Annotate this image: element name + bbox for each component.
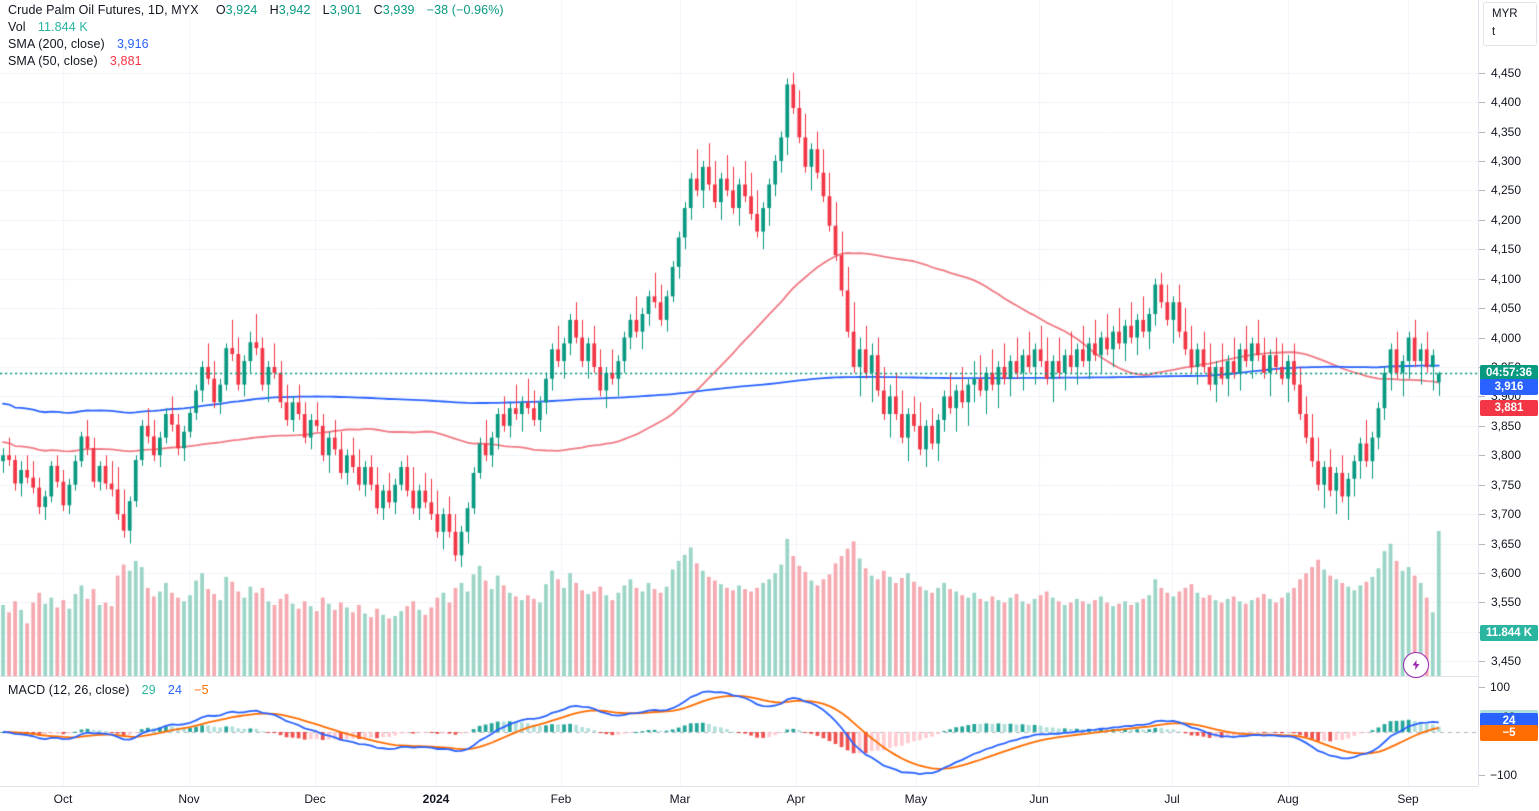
time-tick-label: Sep [1397,792,1419,806]
price-tick-dash [1479,455,1485,456]
price-tick-dash [1479,396,1485,397]
price-tick-label: 3,850 [1491,418,1522,433]
price-tick-dash [1479,132,1485,133]
price-tick-dash [1479,544,1485,545]
price-tick-dash [1479,249,1485,250]
macd-pane[interactable] [0,676,1478,786]
macd-axis-badge-signal[interactable]: −5 [1480,725,1538,742]
ohlc-high-label: H [269,3,279,17]
price-axis-badge-countdown[interactable]: 04:57:36 [1480,365,1538,382]
time-tick-label: 2024 [422,792,450,806]
macd-legend-label: MACD (12, 26, close) [8,683,130,697]
price-tick-label: 4,300 [1491,153,1522,168]
time-tick-label: Aug [1277,792,1299,806]
current-price-line [0,0,1478,676]
time-axis[interactable]: Oct Nov Dec 2024 Feb Mar Apr May Jun Jul Aug Sep [0,786,1478,811]
macd-legend[interactable]: MACD (12, 26, close) 29 24 −5 [8,682,209,699]
sma50-legend-label: SMA (50, close) [8,54,98,68]
macd-tick-label: −100 [1490,767,1518,782]
ohlc-high-value: 3,942 [278,3,311,17]
time-tick-label: Oct [53,792,73,806]
price-tick-label: 3,600 [1491,565,1522,580]
price-tick-label: 3,550 [1491,595,1522,610]
ohlc-low-label: L [322,3,330,17]
price-tick-dash [1479,220,1485,221]
volume-legend-label: Vol [8,20,26,34]
price-axis-badge-sma200[interactable]: 3,916 [1480,378,1538,395]
price-tick-label: 3,750 [1491,477,1522,492]
sma50-legend-value: 3,881 [109,54,142,68]
price-tick-dash [1479,661,1485,662]
price-tick-dash [1479,338,1485,339]
currency-unit-box[interactable]: MYR t [1483,2,1537,46]
price-axis-badge-volume[interactable]: 11.844 K [1480,625,1538,642]
price-tick-dash [1479,190,1485,191]
time-tick-label: Nov [178,792,200,806]
macd-signal-value: −5 [194,683,209,697]
price-change-value: −38 (−0.96%) [426,3,504,17]
price-tick-label: 4,150 [1491,242,1522,257]
macd-tick-label: 100 [1490,680,1511,695]
time-tick-label: Mar [669,792,691,806]
macd-tick-dash [1479,687,1485,688]
sma200-legend-value: 3,916 [116,37,149,51]
macd-lines [0,676,1478,786]
macd-legend-row[interactable]: MACD (12, 26, close) 29 24 −5 [8,682,209,699]
price-tick-dash [1479,514,1485,515]
sma200-legend-row[interactable]: SMA (200, close) 3,916 [8,36,504,53]
ohlc-close-value: 3,939 [382,3,415,17]
price-tick-label: 3,650 [1491,536,1522,551]
price-tick-label: 4,450 [1491,65,1522,80]
price-tick-dash [1479,308,1485,309]
price-tick-label: 4,000 [1491,330,1522,345]
sma50-legend-row[interactable]: SMA (50, close) 3,881 [8,53,504,70]
price-tick-label: 3,800 [1491,448,1522,463]
volume-legend-row[interactable]: Vol 11.844 K [8,19,504,36]
price-tick-label: 4,350 [1491,124,1522,139]
price-tick-label: 3,700 [1491,507,1522,522]
macd-axis-badge-macd[interactable]: 24 [1480,712,1538,729]
price-tick-label: 4,050 [1491,301,1522,316]
time-tick-label: Jun [1029,792,1049,806]
ohlc-open-value: 3,924 [225,3,258,17]
price-tick-dash [1479,73,1485,74]
currency-label: MYR [1492,8,1518,20]
price-tick-dash [1479,485,1485,486]
time-tick-label: Feb [550,792,572,806]
time-tick-label: Dec [304,792,326,806]
macd-tick-dash [1479,775,1485,776]
sma200-legend-label: SMA (200, close) [8,37,105,51]
price-axis-badge-sma50[interactable]: 3,881 [1480,399,1538,416]
macd-line-value: 24 [167,683,183,697]
price-tick-dash [1479,161,1485,162]
price-tick-dash [1479,602,1485,603]
price-tick-dash [1479,573,1485,574]
macd-hist-value: 29 [141,683,156,697]
symbol-legend-row[interactable]: Crude Palm Oil Futures, 1D, MYX O3,924 H… [8,2,504,19]
price-tick-label: 4,250 [1491,183,1522,198]
price-tick-label: 4,100 [1491,271,1522,286]
time-tick-label: Jul [1164,792,1180,806]
lightning-bolt-icon[interactable] [1403,652,1429,678]
price-tick-label: 3,450 [1491,654,1522,669]
price-tick-dash [1479,279,1485,280]
price-tick-dash [1479,426,1485,427]
price-legend: Crude Palm Oil Futures, 1D, MYX O3,924 H… [8,2,504,70]
time-tick-label: Apr [786,792,806,806]
price-tick-label: 4,400 [1491,95,1522,110]
ohlc-close-label: C [373,3,383,17]
volume-legend-value: 11.844 K [37,20,88,34]
time-tick-label: May [904,792,928,806]
time-axis-separator [0,786,1478,787]
unit-label: t [1492,26,1496,38]
price-tick-label: 4,200 [1491,212,1522,227]
price-tick-dash [1479,102,1485,103]
symbol-title[interactable]: Crude Palm Oil Futures, 1D, MYX [8,3,199,17]
price-axis[interactable]: 4,450 4,400 4,350 4,300 4,250 4,200 4,150 4,100… [1478,0,1539,786]
price-pane[interactable] [0,0,1478,676]
ohlc-low-value: 3,901 [329,3,362,17]
ohlc-open-label: O [215,3,226,17]
